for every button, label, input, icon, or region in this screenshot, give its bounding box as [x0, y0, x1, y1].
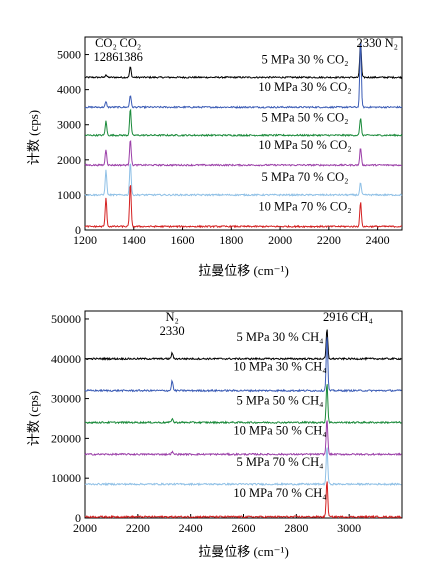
y-tick-label: 4000 [57, 83, 81, 97]
x-tick-label: 2800 [284, 521, 308, 535]
series-line [84, 329, 402, 361]
y-tick-label: 5000 [57, 48, 81, 62]
y-axis-title: 计数 (cps) [26, 391, 41, 446]
plot-frame [84, 36, 403, 231]
y-tick-label: 2000 [57, 153, 81, 167]
peak-annotation: N₂ [165, 310, 178, 324]
chart-2 [84, 310, 403, 519]
peak-annotation: CO₂ [95, 36, 117, 50]
peak-annotation-value: 1286 [93, 50, 118, 64]
peak-annotation: 2330 N₂ [357, 36, 399, 50]
series-line [84, 447, 402, 487]
series-label: 10 MPa 50 % CH₄ [233, 423, 326, 437]
series-line [84, 185, 403, 229]
series-line [84, 384, 402, 425]
series-label: 10 MPa 30 % CO₂ [258, 80, 351, 94]
x-tick-label: 1800 [219, 233, 243, 247]
x-tick-label: 2000 [268, 233, 292, 247]
peak-annotation: 2916 CH₄ [323, 310, 373, 324]
series-label: 10 MPa 30 % CH₄ [233, 360, 326, 374]
series-label: 5 MPa 50 % CH₄ [237, 393, 324, 407]
x-axis-title: 拉曼位移 (cm⁻¹) [198, 544, 289, 559]
series-line [84, 481, 402, 519]
series-line [84, 108, 403, 138]
series-label: 5 MPa 70 % CO₂ [262, 170, 349, 184]
x-tick-label: 2600 [232, 521, 256, 535]
y-tick-label: 20000 [51, 431, 81, 445]
series-label: 5 MPa 50 % CO₂ [262, 110, 349, 124]
series-label: 5 MPa 30 % CO₂ [262, 52, 349, 66]
peak-annotation-value: 1386 [118, 50, 143, 64]
series-label: 5 MPa 70 % CH₄ [237, 455, 324, 469]
peak-annotation-value: 2330 [160, 324, 185, 338]
x-tick-label: 1600 [171, 233, 195, 247]
peak-annotation: CO₂ [119, 36, 141, 50]
series-line [84, 42, 403, 80]
y-axis-title: 计数 (cps) [26, 110, 41, 165]
x-tick-label: 3000 [337, 521, 361, 535]
series-line [84, 163, 403, 197]
series-line [84, 420, 402, 457]
y-tick-label: 3000 [57, 118, 81, 132]
x-tick-label: 2400 [366, 233, 390, 247]
x-tick-label: 2200 [126, 521, 150, 535]
x-tick-label: 1200 [73, 233, 97, 247]
series-label: 10 MPa 50 % CO₂ [258, 138, 351, 152]
x-tick-label: 2200 [317, 233, 341, 247]
x-axis-title: 拉曼位移 (cm⁻¹) [198, 263, 289, 278]
series-label: 10 MPa 70 % CO₂ [258, 199, 351, 213]
y-tick-label: 0 [75, 511, 81, 525]
x-tick-label: 2000 [73, 521, 97, 535]
series-label: 5 MPa 30 % CH₄ [237, 330, 324, 344]
y-tick-label: 50000 [51, 312, 81, 326]
x-tick-label: 1400 [122, 233, 146, 247]
y-tick-label: 40000 [51, 352, 81, 366]
y-tick-label: 30000 [51, 392, 81, 406]
series-line [84, 139, 403, 167]
y-tick-label: 10000 [51, 471, 81, 485]
series-line [84, 337, 402, 393]
series-label: 10 MPa 70 % CH₄ [233, 486, 326, 500]
chart-1 [84, 36, 403, 231]
x-tick-label: 2400 [179, 521, 203, 535]
y-tick-label: 1000 [57, 188, 81, 202]
series-line [84, 42, 403, 110]
y-tick-label: 0 [75, 223, 81, 237]
